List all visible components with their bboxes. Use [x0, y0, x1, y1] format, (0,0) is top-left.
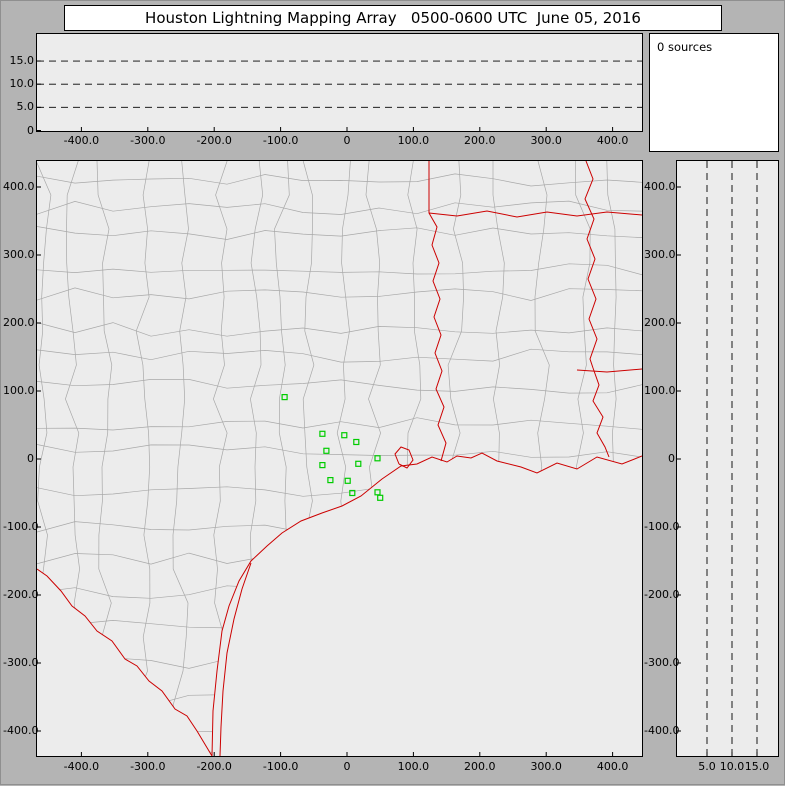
- altitude-ew-panel: [36, 33, 643, 132]
- tick-label: 10.0: [719, 760, 745, 773]
- tick-label: -100.0: [3, 520, 39, 533]
- tick-label: 15.0: [9, 54, 35, 68]
- tick-label: -200.0: [196, 134, 232, 147]
- tick-label: 400.0: [3, 180, 35, 193]
- tick-label: 5.0: [16, 100, 35, 114]
- tick-label: 0: [27, 452, 34, 465]
- map-panel: [36, 160, 643, 757]
- page-title: Houston Lightning Mapping Array 0500-060…: [64, 5, 722, 31]
- tick-label: -300.0: [644, 656, 680, 669]
- tick-label: 0: [343, 134, 351, 147]
- tick-label: -100.0: [262, 134, 299, 147]
- tick-label: -400.0: [644, 724, 680, 737]
- tick-label: 200.0: [644, 316, 676, 329]
- tick-label: -400.0: [63, 134, 100, 147]
- tick-label: -300.0: [3, 656, 39, 669]
- tick-label: -200.0: [196, 760, 232, 773]
- sources-count-label: 0 sources: [657, 40, 713, 54]
- tick-label: -400.0: [3, 724, 39, 737]
- tick-label: 300.0: [644, 248, 676, 261]
- tick-label: -300.0: [130, 134, 166, 147]
- altitude-ns-panel: [676, 160, 779, 757]
- tick-label: -200.0: [644, 588, 680, 601]
- altitude-ns-plot: [677, 161, 758, 756]
- tick-label: 15.0: [744, 760, 770, 773]
- tick-label: 400.0: [644, 180, 676, 193]
- tick-label: 0: [343, 760, 351, 773]
- tick-label: -100.0: [644, 520, 680, 533]
- tick-label: 0: [27, 123, 34, 137]
- tick-label: 100.0: [397, 760, 430, 773]
- tick-label: -100.0: [262, 760, 299, 773]
- sources-panel: 0 sources: [649, 33, 779, 152]
- tick-label: 300.0: [3, 248, 35, 261]
- tick-label: 200.0: [3, 316, 35, 329]
- tick-label: 10.0: [9, 77, 35, 91]
- tick-label: -300.0: [130, 760, 166, 773]
- tick-label: 300.0: [530, 760, 562, 773]
- tick-label: 200.0: [464, 134, 496, 147]
- altitude-ew-plot: [37, 60, 642, 131]
- tick-label: 400.0: [596, 134, 629, 147]
- tick-label: 100.0: [3, 384, 35, 397]
- tick-label: 0: [668, 452, 675, 465]
- tick-label: -200.0: [3, 588, 39, 601]
- tick-label: 300.0: [530, 134, 562, 147]
- tick-label: 100.0: [397, 134, 430, 147]
- tick-label: 400.0: [596, 760, 629, 773]
- tick-label: 200.0: [464, 760, 496, 773]
- map-plot: [37, 161, 642, 756]
- tick-label: 5.0: [698, 760, 716, 773]
- tick-label: 100.0: [644, 384, 676, 397]
- tick-label: -400.0: [63, 760, 100, 773]
